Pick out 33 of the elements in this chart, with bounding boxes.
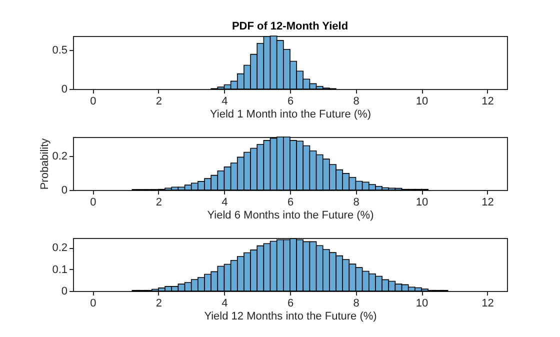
x-tick-label: 4 <box>222 298 228 310</box>
x-tick-label: 10 <box>416 196 428 208</box>
x-tick-label: 2 <box>156 196 162 208</box>
x-axis-title: Yield 12 Months into the Future (%) <box>204 310 377 322</box>
x-tick-label: 8 <box>353 196 360 208</box>
x-tick-label: 6 <box>287 298 294 310</box>
x-tick-label: 10 <box>416 96 428 108</box>
x-tick-label: 12 <box>482 298 494 310</box>
y-tick-label: 0.1 <box>52 264 68 276</box>
x-tick-label: 10 <box>416 298 428 310</box>
y-tick-label: 0 <box>61 184 68 196</box>
x-tick-label: 2 <box>156 298 162 310</box>
y-tick-label: 0 <box>61 84 68 96</box>
x-tick-label: 2 <box>156 96 162 108</box>
y-tick-label: 0.2 <box>52 150 68 162</box>
x-tick-label: 0 <box>90 96 96 108</box>
y-axis-title: Probability <box>39 138 52 190</box>
x-tick-label: 12 <box>482 196 494 208</box>
x-axis-title: Yield 6 Months into the Future (%) <box>207 210 374 222</box>
x-tick-label: 12 <box>482 96 494 108</box>
y-tick-label: 0.5 <box>52 44 68 57</box>
x-tick-label: 6 <box>287 196 294 208</box>
y-tick-label: 0 <box>61 286 68 298</box>
x-tick-label: 8 <box>353 298 360 310</box>
x-tick-label: 0 <box>90 196 96 208</box>
chart-title: PDF of 12-Month Yield <box>232 20 348 33</box>
x-tick-label: 0 <box>90 298 96 310</box>
x-tick-label: 4 <box>222 96 228 108</box>
x-axis-title: Yield 1 Month into the Future (%) <box>210 108 372 120</box>
x-tick-label: 6 <box>287 96 294 108</box>
x-tick-label: 4 <box>222 196 228 208</box>
y-tick-label: 0.2 <box>52 242 68 254</box>
x-tick-label: 8 <box>353 96 360 108</box>
